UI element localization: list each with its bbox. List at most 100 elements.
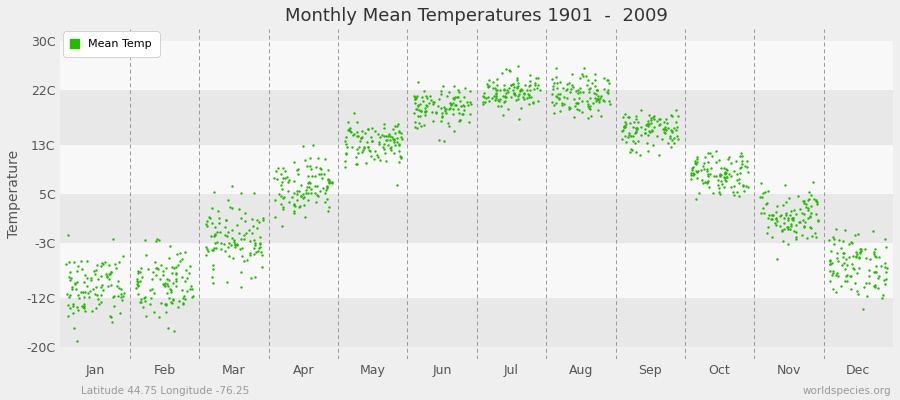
Point xyxy=(62,304,77,311)
Point xyxy=(349,160,364,167)
Point xyxy=(781,195,796,202)
Point xyxy=(428,110,443,116)
Point xyxy=(248,240,263,247)
Point xyxy=(481,94,495,100)
Point xyxy=(250,217,265,223)
Point xyxy=(91,276,105,282)
Point xyxy=(634,123,648,130)
Point xyxy=(164,299,178,306)
Point xyxy=(645,126,660,133)
Point xyxy=(568,103,582,109)
Point xyxy=(839,256,853,262)
Point xyxy=(782,226,796,232)
Point xyxy=(593,93,608,100)
Point xyxy=(518,82,533,88)
Point xyxy=(849,253,863,260)
Point xyxy=(545,91,560,98)
Point xyxy=(248,274,263,280)
Point xyxy=(486,85,500,91)
Point xyxy=(346,131,361,138)
Point xyxy=(275,175,290,182)
Point xyxy=(424,97,438,104)
Point xyxy=(545,83,560,89)
Point xyxy=(869,269,884,276)
Point xyxy=(583,106,598,112)
Point xyxy=(795,232,809,238)
Point xyxy=(245,216,259,222)
Point xyxy=(248,242,262,249)
Point xyxy=(493,86,508,93)
Point xyxy=(793,219,807,226)
Point xyxy=(463,98,477,105)
Point xyxy=(386,126,400,132)
Point xyxy=(716,174,731,180)
Point xyxy=(586,99,600,106)
Point xyxy=(310,192,324,198)
Point xyxy=(202,214,216,220)
Point xyxy=(829,269,843,276)
Point xyxy=(785,215,799,222)
Point xyxy=(514,86,528,92)
Point xyxy=(806,196,821,203)
Point xyxy=(269,168,284,174)
Point xyxy=(129,285,143,292)
Point xyxy=(393,153,408,159)
Point xyxy=(700,172,715,179)
Point xyxy=(234,284,248,290)
Point xyxy=(880,264,895,271)
Point xyxy=(363,148,377,154)
Point xyxy=(84,277,98,283)
Point xyxy=(510,63,525,70)
Point xyxy=(616,136,630,142)
Point xyxy=(853,250,868,256)
Point xyxy=(805,233,819,239)
Point xyxy=(419,94,434,101)
Point xyxy=(65,284,79,290)
Point xyxy=(184,294,199,300)
Point xyxy=(754,209,769,216)
Point xyxy=(689,159,704,165)
Point xyxy=(508,90,522,96)
Point xyxy=(94,284,108,290)
Point xyxy=(248,249,263,255)
Point xyxy=(416,98,430,104)
Point xyxy=(114,294,129,300)
Point xyxy=(444,100,458,107)
Point xyxy=(522,83,536,90)
Point xyxy=(803,214,817,220)
Point xyxy=(199,221,213,228)
Point xyxy=(727,192,742,198)
Point xyxy=(694,167,708,173)
Point xyxy=(824,248,838,254)
Point xyxy=(801,197,815,203)
Point xyxy=(760,224,775,230)
Point xyxy=(218,248,232,254)
Point xyxy=(224,242,238,248)
Point xyxy=(394,130,409,136)
Point xyxy=(621,114,635,120)
Point xyxy=(133,269,148,276)
Point xyxy=(644,115,659,121)
Point xyxy=(67,325,81,332)
Point xyxy=(320,176,335,183)
Point xyxy=(300,183,314,190)
Point xyxy=(723,154,737,160)
Point xyxy=(661,125,675,131)
Point xyxy=(357,145,372,151)
Point xyxy=(68,286,83,292)
Point xyxy=(411,101,426,108)
Point xyxy=(510,74,525,81)
Point xyxy=(735,161,750,167)
Point xyxy=(364,138,379,144)
Point xyxy=(364,124,379,131)
Point xyxy=(410,106,424,112)
Point xyxy=(617,111,632,118)
Point xyxy=(785,215,799,221)
Point xyxy=(234,214,248,221)
Point xyxy=(277,194,292,200)
Point xyxy=(833,283,848,289)
Point xyxy=(555,99,570,106)
Point xyxy=(343,127,357,134)
Point xyxy=(581,85,596,92)
Point xyxy=(868,252,883,259)
